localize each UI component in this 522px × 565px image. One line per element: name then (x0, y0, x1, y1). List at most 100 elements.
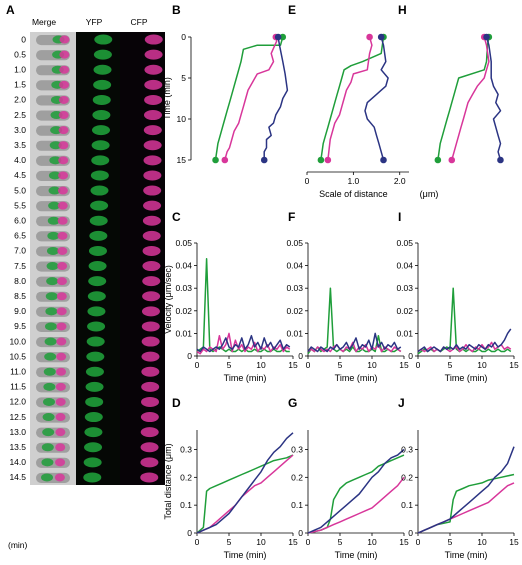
x-tick-label: 0 (195, 537, 200, 547)
montage-row-label: 11.0 (10, 366, 26, 376)
montage-row-label: 1.5 (14, 80, 26, 90)
cfp-spot (142, 215, 161, 226)
series-line-magenta (224, 36, 278, 161)
merge-cfp-spot (57, 201, 68, 210)
yfp-spot (88, 245, 107, 256)
yfp-spot (84, 442, 103, 453)
cfp-spot (141, 351, 160, 362)
y-tick-label: 0.2 (180, 472, 192, 482)
y-tick-label: 0.03 (175, 283, 192, 293)
yfp-spot (85, 396, 104, 407)
montage-row-label: 12.5 (9, 412, 26, 422)
panel-letter-A: A (6, 3, 15, 17)
merge-cfp-spot (55, 428, 66, 437)
cfp-spot (143, 155, 162, 166)
yfp-spot (86, 336, 105, 347)
y-axis-label: Velocity (μm/sec) (163, 265, 173, 334)
montage-row-label: 3.5 (14, 140, 26, 150)
cfp-spot (144, 34, 163, 45)
montage-row-label: 8.0 (14, 276, 26, 286)
merge-yfp-spot (43, 397, 56, 406)
merge-yfp-spot (45, 292, 58, 301)
merge-cfp-spot (55, 458, 66, 467)
montage-row-label: 10.0 (9, 336, 26, 346)
montage-row-label: 10.5 (9, 351, 26, 361)
merge-yfp-spot (49, 156, 62, 165)
y-tick-label: 0.05 (286, 238, 303, 248)
yfp-spot (88, 276, 107, 287)
series-line-magenta (451, 36, 490, 161)
y-tick-label: 0.02 (286, 306, 303, 316)
start-point-navy (274, 33, 282, 41)
series-line-magenta (417, 341, 512, 353)
merge-yfp-spot (41, 443, 54, 452)
y-tick-label: 0.2 (291, 472, 303, 482)
montage-row-label: 11.5 (10, 382, 26, 392)
series-line-navy (263, 36, 289, 160)
yfp-spot (85, 381, 104, 392)
y-tick-label: 0 (187, 528, 192, 538)
yfp-spot (87, 321, 106, 332)
yfp-spot (90, 185, 109, 196)
end-point-magenta (221, 156, 229, 164)
y-tick-label: 0.3 (180, 444, 192, 454)
y-tick-label: 0.02 (175, 306, 192, 316)
merge-cfp-spot (57, 231, 68, 240)
merge-yfp-spot (43, 367, 56, 376)
y-tick-label: 0.1 (291, 500, 303, 510)
cfp-spot (142, 230, 161, 241)
end-point-green (434, 156, 442, 164)
cfp-spot (140, 442, 159, 453)
cfp-spot (141, 306, 160, 317)
y-tick-label: 0.04 (286, 261, 303, 271)
merge-cfp-spot (58, 156, 69, 165)
merge-cfp-spot (57, 216, 68, 225)
end-point-magenta (448, 156, 456, 164)
y-tick-label: 0.01 (396, 328, 413, 338)
merge-cfp-spot (57, 186, 68, 195)
montage-row-label: 12.0 (9, 397, 26, 407)
montage-row-label: 4.5 (14, 170, 26, 180)
yfp-spot (83, 457, 102, 468)
cfp-spot (144, 49, 163, 60)
merge-cfp-spot (58, 141, 69, 150)
yfp-spot (89, 215, 108, 226)
x-tick-label: 0 (305, 176, 310, 186)
y-tick-label: 0.05 (396, 238, 413, 248)
panel-letter-I: I (398, 210, 401, 224)
montage-row-label: 0 (21, 34, 26, 44)
yfp-spot (93, 79, 112, 90)
x-tick-label: 5 (448, 537, 453, 547)
y-tick-label: 5 (181, 73, 186, 83)
merge-cfp-spot (57, 262, 68, 271)
x-axis-label: Time (min) (445, 373, 488, 383)
series-line-green (196, 258, 290, 353)
y-tick-label: 0 (408, 528, 413, 538)
merge-yfp-spot (44, 352, 57, 361)
panel-letter-G: G (288, 396, 297, 410)
x-tick-label: 5 (338, 360, 343, 370)
yfp-spot (87, 291, 106, 302)
series-line-magenta (417, 482, 515, 534)
yfp-spot (85, 366, 104, 377)
y-tick-label: 15 (177, 155, 187, 165)
series-line-green (437, 36, 490, 161)
panel-letter-E: E (288, 3, 296, 17)
chart-C: C 0 5 10 15 0 0.01 0.02 0.03 0.04 0.05 Time (min) Ve… (163, 210, 298, 383)
panel-letter-J: J (398, 396, 405, 410)
merge-cfp-spot (55, 397, 66, 406)
y-tick-label: 0.04 (396, 261, 413, 271)
yfp-column (76, 32, 120, 485)
cfp-spot (144, 64, 163, 75)
series-line-navy (485, 36, 502, 161)
cfp-spot (142, 245, 161, 256)
yfp-spot (93, 49, 112, 60)
chart-H: H (398, 3, 504, 164)
merge-cfp-spot (58, 111, 69, 120)
merge-cfp-spot (55, 382, 66, 391)
y-tick-label: 0.2 (401, 472, 413, 482)
x-tick-label: 10 (256, 360, 266, 370)
merge-yfp-spot (43, 382, 56, 391)
